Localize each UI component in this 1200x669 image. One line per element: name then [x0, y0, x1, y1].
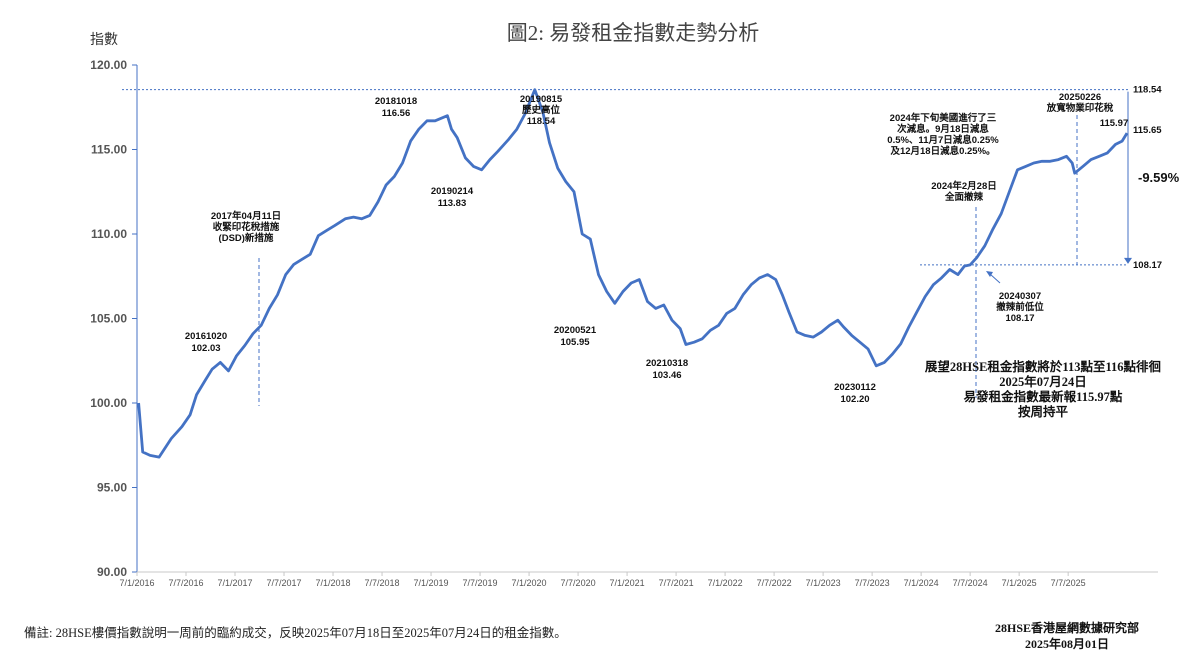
- y-tick-label: 110.00: [91, 227, 127, 241]
- x-tick-label: 7/7/2023: [855, 578, 890, 588]
- footer-note: 備註: 28HSE樓價指數說明一周前的臨約成交，反映2025年07月18日至20…: [24, 625, 567, 640]
- change-arrow-head: [1124, 257, 1132, 264]
- annotation-text: 116.56: [382, 108, 411, 119]
- annotation-text: 撤辣前低位: [996, 301, 1044, 313]
- y-tick-label: 95.00: [97, 481, 127, 495]
- chart-title: 圖2: 易發租金指數走勢分析: [507, 21, 760, 45]
- annotation-text: 108.17: [1005, 313, 1034, 324]
- x-tick-label: 7/1/2017: [217, 578, 252, 588]
- x-tick-label: 7/7/2020: [561, 578, 596, 588]
- x-tick-label: 7/1/2024: [904, 578, 939, 588]
- annotation-text: (DSD)新措施: [219, 232, 274, 244]
- x-tick-label: 7/7/2016: [168, 578, 203, 588]
- footer-source: 28HSE香港屋網數據研究部: [995, 620, 1139, 635]
- outlook-text: 展望28HSE租金指數將於113點至116點徘徊2025年07月24日易發租金指…: [925, 359, 1161, 419]
- annotation-text: 20210318: [646, 358, 688, 369]
- x-tick-label: 7/1/2025: [1002, 578, 1037, 588]
- annotation-text: 20240307: [999, 291, 1041, 302]
- x-tick-label: 7/7/2024: [953, 578, 988, 588]
- y-tick-label: 90.00: [97, 565, 127, 579]
- annotation-text: 20200521: [554, 325, 597, 336]
- annotation-text: 2024年下旬美國進行了三: [890, 112, 997, 124]
- annotation-text: 20161020: [185, 331, 227, 342]
- y-tick-label: 100.00: [90, 396, 127, 410]
- outlook-line: 按周持平: [1018, 404, 1069, 419]
- annotation-text: 102.20: [840, 394, 869, 405]
- y-tick-labels: 90.00 95.00 100.00 105.00 110.00 115.00 120.00: [90, 58, 137, 579]
- annotation-text: 全面撤辣: [944, 191, 984, 203]
- x-tick-label: 7/1/2016: [119, 578, 154, 588]
- x-tick-label: 7/1/2022: [708, 578, 743, 588]
- annotation-text: 20190214: [431, 186, 474, 197]
- annotation-text: 次減息。9月18日減息: [897, 123, 989, 135]
- annotation-text: 及12月18日減息0.25%。: [890, 145, 995, 157]
- outlook-line: 2025年07月24日: [999, 374, 1087, 389]
- low-point-arrow-head: [986, 271, 993, 277]
- x-tick-label: 7/7/2019: [463, 578, 498, 588]
- x-tick-labels: 7/1/2016 7/7/2016 7/1/2017 7/7/2017 7/1/2018…: [119, 572, 1086, 588]
- annotation-text: 2024年2月28日: [931, 180, 996, 192]
- x-tick-label: 7/1/2018: [316, 578, 351, 588]
- annotation-text: 118.54: [527, 116, 556, 127]
- x-tick-label: 7/7/2022: [757, 578, 792, 588]
- annotation-text: 20250226: [1059, 92, 1101, 103]
- annotation-text: 103.46: [652, 370, 681, 381]
- annotation-text: 102.03: [191, 343, 220, 354]
- outlook-line: 易發租金指數最新報115.97點: [964, 389, 1123, 404]
- annotation-text: 20181018: [375, 96, 417, 107]
- annotation-text: 105.95: [560, 337, 590, 348]
- x-tick-label: 7/7/2017: [267, 578, 302, 588]
- annotation-text: 0.5%、11月7日減息0.25%: [887, 134, 999, 146]
- annotation-text: 歷史高位: [522, 104, 561, 116]
- latest-reference-label: 115.65: [1133, 125, 1162, 136]
- annotation-text: 2017年04月11日: [211, 210, 281, 222]
- outlook-line: 展望28HSE租金指數將於113點至116點徘徊: [925, 359, 1161, 374]
- x-tick-label: 7/7/2021: [659, 578, 694, 588]
- annotation-text: 放寬物業印花稅: [1046, 102, 1114, 114]
- reference-lines: 118.54 108.17 115.65 -9.59%: [122, 85, 1180, 271]
- x-tick-label: 7/1/2023: [806, 578, 841, 588]
- x-tick-label: 7/7/2018: [365, 578, 400, 588]
- x-tick-label: 7/7/2025: [1051, 578, 1086, 588]
- y-tick-label: 120.00: [90, 58, 127, 72]
- footer-date: 2025年08月01日: [1025, 636, 1109, 651]
- annotation-text: 20190815: [520, 94, 563, 105]
- y-axis-label: 指數: [90, 31, 118, 47]
- high-reference-label: 118.54: [1133, 85, 1162, 96]
- annotation-text: 113.83: [438, 198, 467, 209]
- x-tick-label: 7/1/2019: [414, 578, 449, 588]
- y-tick-label: 115.00: [91, 143, 127, 157]
- annotation-text: 20230112: [834, 382, 876, 393]
- change-percent-label: -9.59%: [1138, 170, 1180, 185]
- low-point-arrow-line: [989, 273, 1001, 284]
- low-reference-label: 108.17: [1133, 260, 1162, 271]
- annotation-text: 115.97: [1100, 118, 1129, 129]
- index-line: [137, 88, 1129, 459]
- annotation-text: 收緊印花稅措施: [213, 221, 280, 233]
- x-tick-label: 7/1/2020: [512, 578, 547, 588]
- x-tick-label: 7/1/2021: [610, 578, 645, 588]
- series-layer: [137, 88, 1129, 459]
- y-tick-label: 105.00: [90, 312, 127, 326]
